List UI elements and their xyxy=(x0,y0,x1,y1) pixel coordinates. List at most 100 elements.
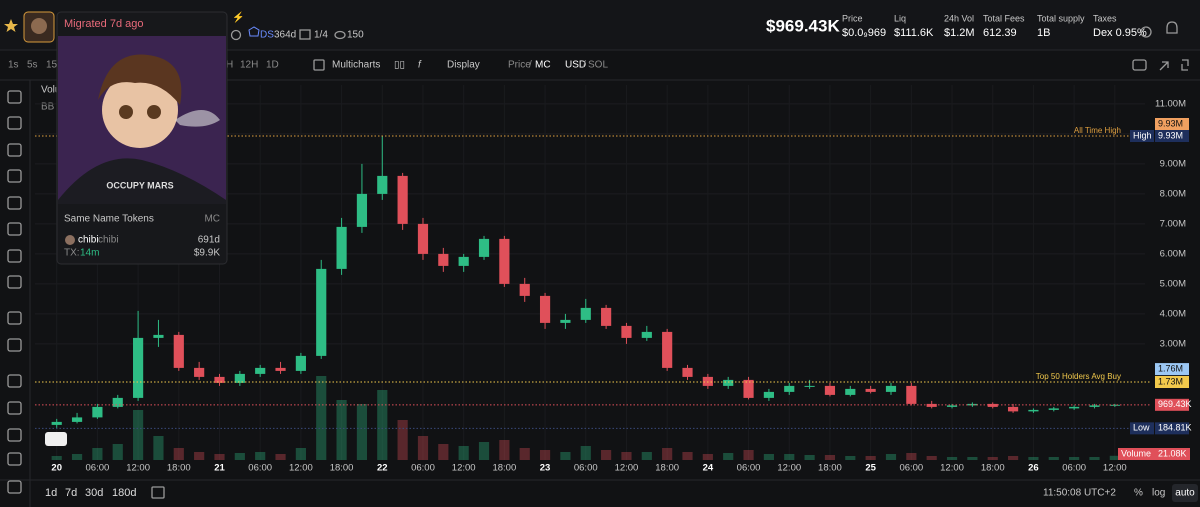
volume-bar xyxy=(926,456,937,460)
tool-icon[interactable] xyxy=(7,401,22,415)
market-cap: $969.43K xyxy=(766,16,840,35)
volume-bar xyxy=(336,400,347,460)
token-image-hair xyxy=(98,54,182,105)
auto-toggle[interactable]: auto xyxy=(1175,488,1195,499)
candle-body xyxy=(214,376,225,383)
percent-toggle[interactable]: % xyxy=(1134,488,1143,499)
volume-bar xyxy=(743,450,754,460)
volume-bar xyxy=(51,456,62,460)
x-tick-label: 06:00 xyxy=(1062,463,1086,474)
volume-bar xyxy=(1069,457,1080,460)
price-tag-label: 184.81K xyxy=(1158,423,1192,433)
tool-icon[interactable] xyxy=(7,196,22,210)
volume-bar xyxy=(1089,457,1100,460)
candle-body xyxy=(560,319,571,323)
display[interactable]: Display xyxy=(447,60,480,71)
y-tick-label: 6.00M xyxy=(1160,248,1186,259)
volume-bar xyxy=(92,448,103,460)
dex-badge: DS xyxy=(260,30,274,41)
range[interactable]: 7d xyxy=(65,487,77,499)
tool-icon[interactable] xyxy=(7,169,22,183)
candle-body xyxy=(885,385,897,392)
candle-body xyxy=(336,226,347,269)
x-tick-label: 06:00 xyxy=(574,463,598,474)
tool-icon[interactable] xyxy=(7,374,22,388)
line-tag xyxy=(1130,130,1154,142)
popup-section: Same Name Tokens xyxy=(64,214,154,225)
tool-icon[interactable] xyxy=(7,116,22,130)
volume-bar xyxy=(804,455,815,460)
x-tick-label: 18:00 xyxy=(167,463,191,474)
tool-icon[interactable] xyxy=(7,249,22,263)
mc-toggle[interactable]: MC xyxy=(535,60,551,71)
calendar-icon[interactable] xyxy=(151,486,165,499)
candle-body xyxy=(621,325,632,338)
range[interactable]: 30d xyxy=(85,487,103,499)
candle-body xyxy=(295,355,306,371)
token-popup: Migrated 7d ago OCCUPY MARS Same Name To… xyxy=(56,11,228,265)
tool-icon[interactable] xyxy=(7,428,22,442)
interval[interactable]: 12H xyxy=(240,60,258,71)
y-tick-label: 5.00M xyxy=(1160,278,1186,289)
y-tick-label: 7.00M xyxy=(1160,218,1186,229)
y-tick-label: 4.00M xyxy=(1160,308,1186,319)
checkbox[interactable] xyxy=(313,59,325,71)
interval[interactable]: 15 xyxy=(46,60,58,71)
volume-bar xyxy=(397,420,408,460)
tool-icon[interactable] xyxy=(7,480,22,494)
candle-body xyxy=(255,367,266,374)
tool-icon[interactable] xyxy=(7,338,22,352)
expand-icon[interactable] xyxy=(1159,61,1169,71)
indicator-icon[interactable]: ▯▯ xyxy=(394,60,405,71)
candle-body xyxy=(1109,404,1120,406)
fx-icon[interactable]: f xyxy=(418,60,422,71)
tool-icon[interactable] xyxy=(7,275,22,289)
candle-body xyxy=(845,388,856,395)
candle-body xyxy=(946,405,958,407)
bell-icon[interactable] xyxy=(1166,21,1178,34)
log-toggle[interactable]: log xyxy=(1152,488,1165,499)
token-image-eye xyxy=(147,105,161,119)
y-tick-label: 3.00M xyxy=(1160,338,1186,349)
tool-icon[interactable] xyxy=(7,311,22,325)
price-toggle[interactable]: Price xyxy=(508,60,531,71)
volume-bar xyxy=(1048,457,1059,460)
candle-body xyxy=(417,223,429,254)
usd-toggle[interactable]: USD xyxy=(565,60,586,71)
candle-body xyxy=(438,253,449,266)
price-tag xyxy=(1155,118,1189,130)
camera-icon[interactable] xyxy=(1132,59,1147,71)
multicharts[interactable]: Multicharts xyxy=(332,60,380,71)
interval[interactable]: 1D xyxy=(266,60,279,71)
tool-icon[interactable] xyxy=(7,90,22,104)
tool-icon[interactable] xyxy=(7,452,22,466)
candle-body xyxy=(1048,408,1059,410)
volume-bar xyxy=(275,454,286,460)
tx-value: 14m xyxy=(80,248,99,259)
token-name[interactable]: chibi xyxy=(78,235,99,246)
candle-body xyxy=(153,334,164,338)
interval[interactable]: 1s xyxy=(8,60,19,71)
range[interactable]: 180d xyxy=(112,487,136,499)
x-tick-label: 18:00 xyxy=(492,463,516,474)
interval[interactable]: H xyxy=(226,60,233,71)
range[interactable]: 1d xyxy=(45,487,57,499)
volume-bar xyxy=(763,454,774,460)
favorite-star[interactable] xyxy=(4,19,18,32)
interval[interactable]: 5s xyxy=(27,60,38,71)
token-logo-face xyxy=(31,18,47,34)
clock: 11:50:08 UTC+2 xyxy=(1043,488,1116,499)
tool-icon[interactable] xyxy=(7,143,22,157)
stat-value: $111.6K xyxy=(894,27,934,39)
volume-bar xyxy=(71,454,83,460)
volume-bar xyxy=(682,452,693,460)
search-icon[interactable] xyxy=(230,29,242,41)
price-tag-label: 1.73M xyxy=(1158,376,1183,386)
sol-toggle[interactable]: SOL xyxy=(588,60,608,71)
line-tag xyxy=(1130,422,1154,435)
token-mc: $9.9K xyxy=(194,248,220,259)
tool-icon[interactable] xyxy=(7,222,22,236)
fullscreen-icon[interactable] xyxy=(1181,59,1189,71)
candle-body xyxy=(601,307,612,326)
volume-bar xyxy=(112,444,123,460)
